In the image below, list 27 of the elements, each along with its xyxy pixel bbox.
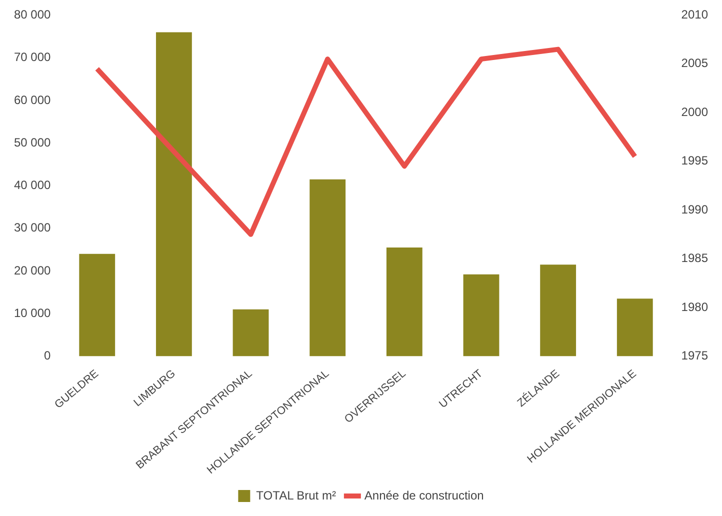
- y2-tick-label: 2005: [681, 56, 708, 70]
- y-tick-label: 40 000: [14, 178, 52, 192]
- y2-tick-label: 1975: [681, 348, 708, 363]
- bar: [310, 179, 346, 356]
- y-tick-label: 10 000: [14, 306, 52, 320]
- y-tick-label: 30 000: [14, 220, 52, 235]
- y2-tick-label: 1995: [681, 154, 708, 168]
- y2-tick-label: 1985: [681, 251, 708, 266]
- bar: [79, 254, 116, 356]
- bar: [156, 32, 192, 356]
- y2-tick-label: 2000: [681, 104, 708, 119]
- y-tick-label: 0: [44, 348, 52, 363]
- y2-tick-label: 1990: [681, 202, 708, 216]
- y-tick-label: 80 000: [14, 8, 52, 22]
- bar: [232, 309, 269, 356]
- y2-tick-label: 1980: [681, 300, 708, 314]
- y-tick-label: 70 000: [14, 50, 52, 64]
- y-tick-label: 60 000: [14, 92, 52, 107]
- legend-label: TOTAL Brut m²: [256, 488, 336, 502]
- bar: [386, 248, 422, 356]
- legend-label: Année de construction: [364, 488, 484, 502]
- y-tick-label: 20 000: [14, 263, 52, 278]
- bar: [463, 274, 500, 356]
- y2-tick-label: 2010: [681, 8, 708, 22]
- y-tick-label: 50 000: [14, 135, 52, 150]
- bar: [540, 264, 576, 356]
- bar: [616, 298, 653, 356]
